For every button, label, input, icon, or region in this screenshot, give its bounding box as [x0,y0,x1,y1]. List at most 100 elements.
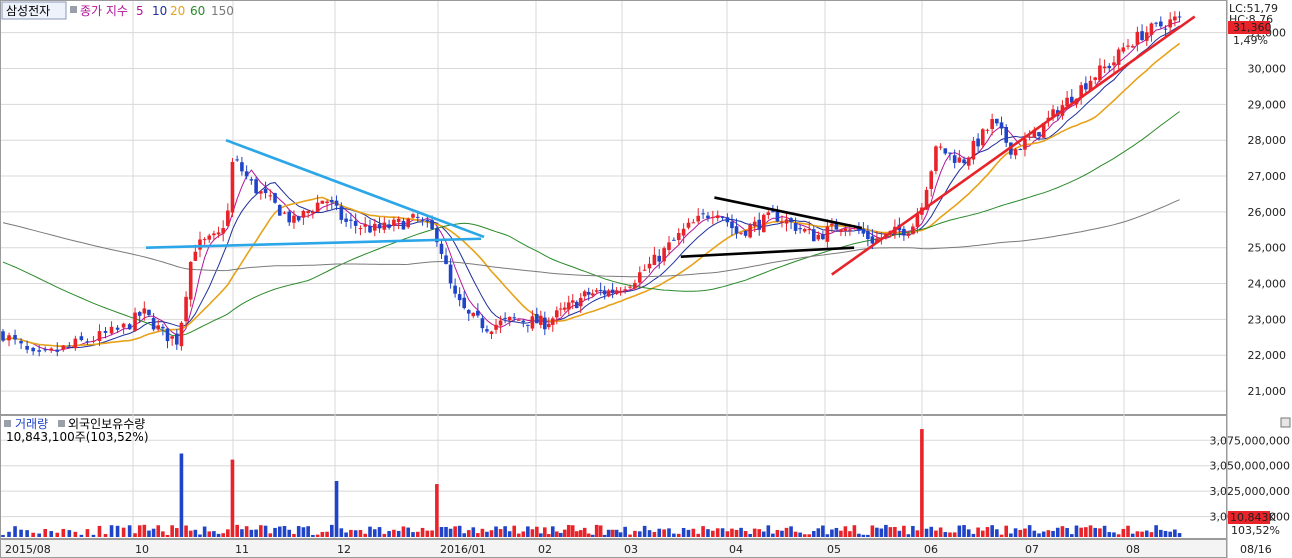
volume-bar [686,529,691,537]
candle-body [948,152,952,154]
candle-body [466,310,471,314]
volume-bar [618,532,623,537]
stock-selector[interactable] [1,1,67,20]
volume-bar [1135,531,1140,537]
volume-bar [425,530,430,537]
volume-bar [952,532,957,537]
candle-body [775,211,780,222]
volume-bar [602,534,607,537]
volume-bar [221,533,225,537]
volume-bar [574,531,579,537]
volume-bar [1121,528,1126,537]
volume-bar [184,525,188,537]
volume-bar [701,526,705,537]
volume-bar [334,481,339,537]
uptrend-line-line [831,15,1196,276]
volume-bar [73,531,78,537]
volume-bar [212,531,216,537]
candle-body [349,219,353,221]
candle-body [296,216,301,221]
volume-bar [277,526,282,537]
volume-bar [43,528,48,537]
candle-body [582,291,587,297]
volume-bar [311,534,315,537]
volume-bar [1051,530,1055,537]
candle-body [406,218,411,228]
volume-bar [743,531,748,537]
lc-label: LC:51,79 [1229,2,1278,15]
change-pct: 1,49% [1233,34,1268,47]
volume-bar [188,530,193,537]
volume-bar [1163,530,1168,537]
foreign-toggle-icon[interactable] [58,420,65,427]
x-tick-label: 11 [235,543,249,556]
price-panel [0,0,1227,415]
candle-body [816,234,821,240]
volume-bar [610,529,615,537]
candle-body [85,341,90,343]
volume-bar [121,527,126,537]
candle-body [825,226,830,242]
candle-body [911,226,915,235]
volume-bar [943,532,948,537]
candle-body [980,129,985,146]
candle-body [667,242,671,250]
volume-bar [662,529,666,537]
candle-body [1159,21,1163,27]
volume-bar [897,530,902,537]
candle-body [934,146,938,172]
candle-body [594,290,599,292]
candle-body [401,220,406,230]
volume-bar [315,534,320,537]
candle-body [784,219,789,224]
candle-body [839,229,843,232]
range-bottom-line [680,246,855,258]
volume-bar [471,527,476,537]
candle-body [1037,132,1041,137]
candle-body [306,211,310,214]
volume-bar [848,531,852,537]
candle-body [133,312,137,331]
candle-body [512,317,517,319]
candle-body [647,263,652,269]
volume-bar [170,525,174,537]
volume-bar [1102,525,1107,537]
volume-bar [843,526,848,537]
volume-bar [439,527,444,537]
volume-bar [115,525,120,537]
candle-body [1032,129,1037,138]
candle-body [976,138,980,147]
candle-body [715,215,720,219]
candle-body [830,223,834,226]
volume-bar [623,526,627,537]
candle-body [198,239,202,250]
volume-bar [1037,533,1041,537]
candle-body [425,219,430,222]
candle-body [672,239,676,241]
candle-body [530,316,535,329]
candle-body [1079,85,1083,98]
candle-body [19,341,23,344]
candle-body [1093,77,1098,80]
candle-body [411,214,415,218]
panel-collapse-icon[interactable] [1280,417,1291,428]
volume-bar [198,534,202,537]
candle-body [277,204,282,216]
candle-body [924,189,929,210]
candle-body [494,324,498,330]
candle-body [590,293,595,296]
volume-bar [453,526,457,537]
candle-body [633,283,637,289]
ma10-label: 10 [152,4,167,18]
candle-body [870,236,875,244]
indicator-toggle-icon[interactable] [70,6,77,13]
ma20-line [2,42,1181,347]
candle-body [720,216,725,219]
candle-body [1023,138,1027,150]
candle-body [230,161,235,213]
volume-bar [637,531,642,537]
volume-toggle-icon[interactable] [4,420,11,427]
candle-body [1130,46,1135,48]
volume-bar [507,531,512,537]
volume-bar [91,534,96,537]
